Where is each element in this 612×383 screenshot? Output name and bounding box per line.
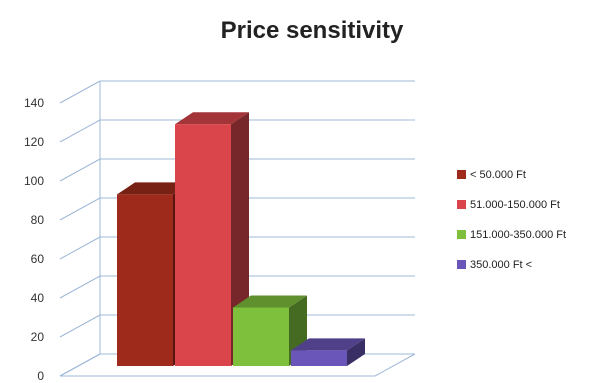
bar-front — [233, 307, 289, 366]
legend-item: 350.000 Ft < — [457, 259, 532, 271]
bar — [291, 338, 365, 366]
bar-top — [175, 112, 249, 125]
bar-front — [117, 194, 173, 366]
y-tick-label: 0 — [37, 369, 44, 383]
y-axis-ticks: 0 20 40 60 80 100 120 140 — [24, 96, 44, 383]
y-tick-label: 120 — [24, 135, 44, 149]
legend-item: < 50.000 Ft — [457, 169, 526, 181]
bars — [117, 112, 365, 366]
bar — [175, 112, 249, 366]
bar-top — [291, 338, 365, 351]
bar — [233, 295, 307, 366]
gridline-side — [59, 314, 101, 338]
legend-swatch — [457, 260, 466, 269]
legend-swatch — [457, 170, 466, 179]
gridline-side — [59, 197, 101, 221]
gridline-side — [59, 119, 101, 143]
legend-swatch — [457, 230, 466, 239]
gridline-side — [59, 236, 101, 260]
bar-top — [117, 182, 191, 195]
legend-label: 151.000-350.000 Ft — [470, 229, 566, 241]
legend-item: 51.000-150.000 Ft — [457, 199, 560, 211]
gridline-side — [59, 158, 101, 182]
legend-item: 151.000-350.000 Ft — [457, 229, 566, 241]
legend-label: 51.000-150.000 Ft — [470, 199, 560, 211]
y-tick-label: 100 — [24, 174, 44, 188]
bar-front — [175, 124, 231, 366]
gridline-side — [59, 275, 101, 299]
floor-right-edge — [374, 353, 416, 377]
bar-front — [291, 350, 347, 366]
bar-side — [347, 338, 365, 366]
bar-top — [233, 295, 307, 308]
y-tick-label: 40 — [31, 291, 45, 305]
y-tick-label: 80 — [31, 213, 45, 227]
y-tick-label: 140 — [24, 96, 44, 110]
gridline-side — [59, 353, 101, 377]
legend-label: 350.000 Ft < — [470, 259, 532, 271]
legend-label: < 50.000 Ft — [470, 169, 526, 181]
gridline-side — [59, 80, 101, 104]
y-tick-label: 20 — [31, 330, 45, 344]
y-tick-label: 60 — [31, 252, 45, 266]
legend: < 50.000 Ft 51.000-150.000 Ft 151.000-350.… — [457, 169, 566, 271]
legend-swatch — [457, 200, 466, 209]
chart-title: Price sensitivity — [221, 17, 404, 44]
